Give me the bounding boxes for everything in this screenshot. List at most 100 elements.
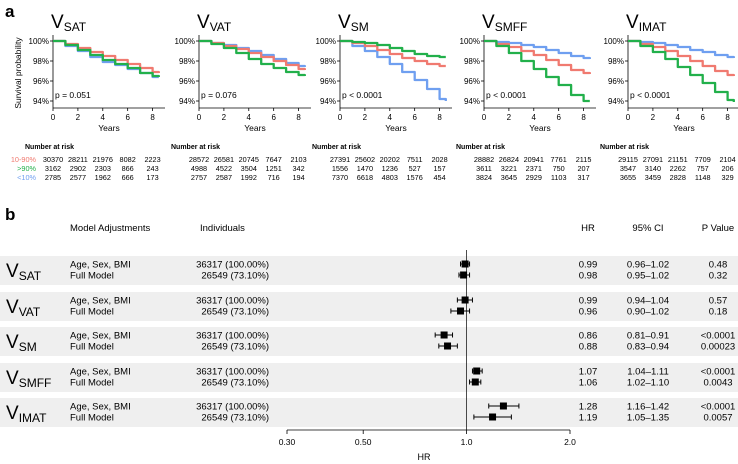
risk-cell: 2785 [45,173,61,182]
forest-hr: 1.07 [579,367,598,378]
risk-cell: 4803 [382,173,398,182]
forest-individuals: 26549 (73.10%) [201,307,269,318]
risk-cell: 454 [433,173,445,182]
forest-hr: 0.99 [579,296,598,307]
forest-individuals: 36317 (100.00%) [196,296,269,307]
forest-p: 0.57 [709,296,728,307]
forest-band [0,292,738,321]
km-curve-<10% [484,39,591,60]
forest-header-individuals: Individuals [200,223,245,234]
forest-p: <0.0001 [701,331,736,342]
km-x-tick-label: 8 [437,113,442,122]
risk-cell: 173 [146,173,158,182]
forest-header-model: Model Adjustments [70,223,151,234]
forest-individuals: 26549 (73.10%) [201,271,269,282]
km-x-tick-label: 0 [626,113,631,122]
risk-cell: 1992 [241,173,257,182]
forest-group-label: VSAT [6,261,42,283]
risk-cell: 2587 [216,173,232,182]
forest-hr: 0.86 [579,331,598,342]
forest-plot: Model Adjustments Individuals HR 95% CI P Va… [0,223,738,462]
forest-hr: 0.96 [579,307,598,318]
risk-cell: 3140 [645,164,661,173]
km-y-tick-label: 96% [464,77,480,86]
forest-group-label: VSM [6,332,37,354]
risk-cell: 2902 [70,164,86,173]
km-y-tick-label: 96% [179,77,195,86]
risk-cell: 3459 [645,173,661,182]
risk-cell: 206 [721,164,733,173]
forest-header-p: P Value [702,223,734,234]
risk-cell: 27091 [643,155,663,164]
km-pvalue: p = 0.051 [55,90,91,100]
km-x-axis-label: Years [673,123,694,133]
risk-cell: 2303 [95,164,111,173]
forest-model: Age, Sex, BMI [70,331,131,342]
forest-band [0,398,738,427]
risk-cell: 20202 [380,155,400,164]
risk-cell: 20745 [239,155,259,164]
forest-individuals: 26549 (73.10%) [201,413,269,424]
risk-cell: 342 [292,164,304,173]
forest-p: 0.0043 [703,378,732,389]
risk-cell: 666 [122,173,134,182]
risk-cell: 2115 [576,155,592,164]
forest-individuals: 36317 (100.00%) [196,402,269,413]
risk-cell: 4522 [216,164,232,173]
forest-model: Full Model [70,271,114,282]
km-x-tick-label: 0 [197,113,202,122]
risk-cell: 2103 [290,155,306,164]
km-y-tick-label: 94% [179,97,195,106]
km-y-tick-label: 98% [464,57,480,66]
risk-cell: 1236 [382,164,398,173]
risk-cell: 243 [146,164,158,173]
forest-p: 0.32 [709,271,728,282]
panel-label-b: b [5,205,15,224]
km-x-tick-label: 4 [676,113,681,122]
risk-title: Number at risk [456,144,505,151]
km-x-tick-label: 4 [532,113,537,122]
forest-hr: 0.99 [579,260,598,271]
risk-cell: 6618 [357,173,373,182]
forest-model: Full Model [70,378,114,389]
risk-cell: 329 [721,173,733,182]
risk-cell: 3504 [241,164,257,173]
km-y-tick-label: 96% [608,77,624,86]
km-pvalue: p = 0.076 [201,90,237,100]
risk-title: Number at risk [312,144,361,151]
forest-model: Age, Sex, BMI [70,296,131,307]
forest-p: 0.00023 [701,342,735,353]
risk-cell: 716 [268,173,280,182]
forest-group-sat: VSAT Age, Sex, BMI 36317 (100.00%) 0.99 0.96… [0,256,738,285]
forest-individuals: 26549 (73.10%) [201,342,269,353]
km-curve->90% [199,39,306,77]
forest-band [0,327,738,356]
forest-point [440,331,448,339]
risk-cell: 1576 [407,173,423,182]
forest-x-axis-label: HR [418,452,431,462]
legend-label-1: >90% [17,164,36,173]
km-title-sm: VSM [338,12,369,34]
forest-model: Full Model [70,342,114,353]
risk-cell: 7511 [407,155,423,164]
km-curve->90% [628,39,735,102]
km-y-tick-label: 98% [608,57,624,66]
km-x-tick-label: 4 [101,113,106,122]
km-y-tick-label: 94% [320,97,336,106]
km-x-axis-label: Years [529,123,550,133]
risk-cell: 3824 [476,173,492,182]
risk-cell: 30370 [43,155,63,164]
risk-cell: 157 [433,164,445,173]
km-x-tick-label: 2 [222,113,227,122]
km-curve->90% [53,39,160,78]
km-x-tick-label: 2 [363,113,368,122]
risk-cell: 7761 [551,155,567,164]
risk-legend: 10-90%>90%<10% [11,155,37,182]
risk-cell: 2828 [670,173,686,182]
risk-cell: 1470 [357,164,373,173]
risk-title: Number at risk [171,144,220,151]
forest-hr: 1.19 [579,413,598,424]
